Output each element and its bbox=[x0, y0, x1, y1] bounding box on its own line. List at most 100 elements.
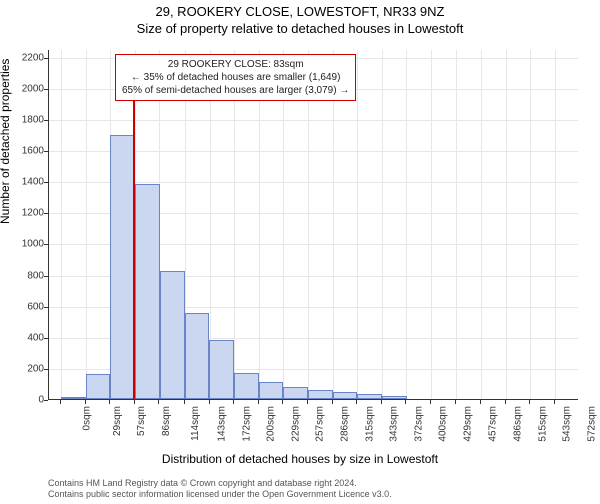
chart-subtitle: Size of property relative to detached ho… bbox=[0, 21, 600, 36]
x-tick-label: 372sqm bbox=[414, 406, 425, 442]
y-tick-label: 1400 bbox=[4, 177, 44, 188]
histogram-bar bbox=[333, 392, 358, 399]
y-tick-mark bbox=[44, 276, 48, 277]
x-tick-mark bbox=[381, 400, 382, 404]
x-tick-mark bbox=[356, 400, 357, 404]
x-tick-label: 572sqm bbox=[586, 406, 597, 442]
x-tick-mark bbox=[85, 400, 86, 404]
y-tick-mark bbox=[44, 307, 48, 308]
x-tick-mark bbox=[209, 400, 210, 404]
histogram-bar bbox=[185, 313, 210, 399]
gridline-v bbox=[283, 50, 284, 399]
y-tick-label: 1800 bbox=[4, 115, 44, 126]
x-tick-label: 257sqm bbox=[315, 406, 326, 442]
histogram-bar bbox=[283, 387, 308, 399]
attribution-text: Contains HM Land Registry data © Crown c… bbox=[48, 478, 392, 500]
x-tick-mark bbox=[258, 400, 259, 404]
annotation-line: ← 35% of detached houses are smaller (1,… bbox=[122, 71, 349, 84]
y-tick-mark bbox=[44, 369, 48, 370]
x-tick-mark bbox=[480, 400, 481, 404]
x-tick-mark bbox=[307, 400, 308, 404]
gridline-v bbox=[431, 50, 432, 399]
x-tick-mark bbox=[60, 400, 61, 404]
gridline-v bbox=[506, 50, 507, 399]
x-tick-label: 400sqm bbox=[438, 406, 449, 442]
x-tick-mark bbox=[233, 400, 234, 404]
attribution-line: Contains HM Land Registry data © Crown c… bbox=[48, 478, 392, 489]
x-tick-label: 543sqm bbox=[561, 406, 572, 442]
x-tick-mark bbox=[282, 400, 283, 404]
y-tick-mark bbox=[44, 151, 48, 152]
x-tick-mark bbox=[529, 400, 530, 404]
annotation-box: 29 ROOKERY CLOSE: 83sqm← 35% of detached… bbox=[115, 54, 356, 101]
gridline-h bbox=[49, 120, 578, 121]
x-tick-mark bbox=[405, 400, 406, 404]
histogram-bar bbox=[135, 184, 160, 399]
x-tick-mark bbox=[134, 400, 135, 404]
histogram-bar bbox=[382, 396, 407, 399]
x-tick-label: 229sqm bbox=[290, 406, 301, 442]
gridline-v bbox=[382, 50, 383, 399]
y-tick-mark bbox=[44, 182, 48, 183]
histogram-bar bbox=[308, 390, 333, 399]
histogram-bar bbox=[209, 340, 234, 399]
x-tick-label: 29sqm bbox=[112, 406, 123, 436]
x-tick-mark bbox=[505, 400, 506, 404]
x-tick-label: 86sqm bbox=[161, 406, 172, 436]
y-tick-label: 1200 bbox=[4, 208, 44, 219]
x-tick-label: 315sqm bbox=[365, 406, 376, 442]
gridline-v bbox=[357, 50, 358, 399]
gridline-v bbox=[481, 50, 482, 399]
gridline-v bbox=[259, 50, 260, 399]
x-tick-mark bbox=[158, 400, 159, 404]
x-tick-label: 486sqm bbox=[512, 406, 523, 442]
gridline-v bbox=[86, 50, 87, 399]
histogram-bar bbox=[110, 135, 135, 399]
histogram-bar bbox=[259, 382, 284, 399]
gridline-v bbox=[333, 50, 334, 399]
property-marker-line bbox=[133, 79, 135, 399]
gridline-v bbox=[555, 50, 556, 399]
plot-area: 29 ROOKERY CLOSE: 83sqm← 35% of detached… bbox=[48, 50, 578, 400]
y-tick-mark bbox=[44, 213, 48, 214]
y-tick-label: 0 bbox=[4, 395, 44, 406]
x-tick-label: 57sqm bbox=[136, 406, 147, 436]
x-tick-label: 0sqm bbox=[82, 406, 93, 430]
y-tick-mark bbox=[44, 89, 48, 90]
histogram-bar bbox=[61, 397, 86, 399]
x-tick-label: 343sqm bbox=[389, 406, 400, 442]
x-tick-mark bbox=[554, 400, 555, 404]
histogram-bar bbox=[86, 374, 111, 399]
gridline-v bbox=[530, 50, 531, 399]
y-tick-label: 2200 bbox=[4, 52, 44, 63]
y-tick-label: 800 bbox=[4, 270, 44, 281]
histogram-bar bbox=[357, 394, 382, 399]
x-tick-mark bbox=[332, 400, 333, 404]
gridline-v bbox=[456, 50, 457, 399]
x-tick-mark bbox=[455, 400, 456, 404]
y-tick-label: 1600 bbox=[4, 146, 44, 157]
x-tick-mark bbox=[184, 400, 185, 404]
y-tick-mark bbox=[44, 400, 48, 401]
annotation-line: 29 ROOKERY CLOSE: 83sqm bbox=[122, 58, 349, 71]
chart-title: 29, ROOKERY CLOSE, LOWESTOFT, NR33 9NZ bbox=[0, 4, 600, 19]
y-tick-mark bbox=[44, 244, 48, 245]
gridline-v bbox=[61, 50, 62, 399]
y-tick-label: 200 bbox=[4, 363, 44, 374]
histogram-bar bbox=[160, 271, 185, 399]
y-tick-label: 2000 bbox=[4, 83, 44, 94]
y-tick-mark bbox=[44, 120, 48, 121]
x-tick-label: 286sqm bbox=[340, 406, 351, 442]
attribution-line: Contains public sector information licen… bbox=[48, 489, 392, 500]
x-tick-mark bbox=[430, 400, 431, 404]
histogram-bar bbox=[234, 373, 259, 399]
x-tick-label: 172sqm bbox=[241, 406, 252, 442]
y-tick-mark bbox=[44, 338, 48, 339]
x-axis-label: Distribution of detached houses by size … bbox=[0, 452, 600, 466]
y-tick-label: 600 bbox=[4, 301, 44, 312]
y-tick-label: 400 bbox=[4, 332, 44, 343]
x-tick-mark bbox=[109, 400, 110, 404]
y-tick-mark bbox=[44, 58, 48, 59]
x-tick-label: 457sqm bbox=[487, 406, 498, 442]
gridline-v bbox=[406, 50, 407, 399]
